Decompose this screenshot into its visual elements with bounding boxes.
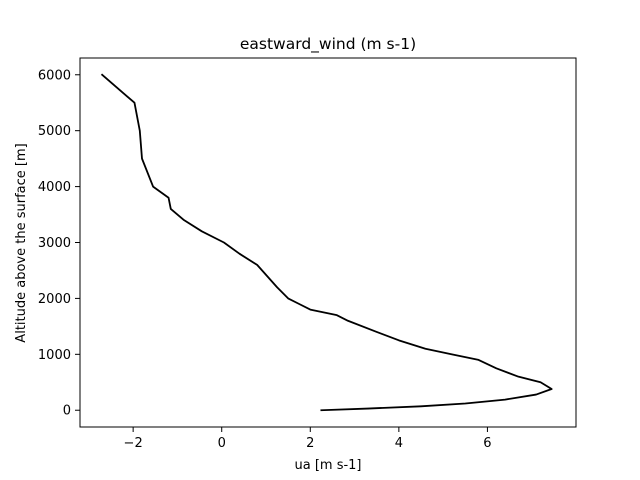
- x-axis-ticks: −2 0 2 4 6: [124, 427, 492, 451]
- y-tick-label: 3000: [38, 236, 71, 251]
- plot-area: [80, 58, 576, 427]
- x-tick-label: 6: [483, 436, 491, 451]
- y-tick-label: 2000: [38, 292, 71, 307]
- chart-title: eastward_wind (m s-1): [240, 35, 416, 54]
- y-tick-label: 6000: [38, 68, 71, 83]
- x-axis-label: ua [m s-1]: [294, 458, 361, 473]
- y-axis-label: Altitude above the surface [m]: [14, 143, 29, 342]
- series-layer: [100, 73, 553, 412]
- x-tick-label: 0: [218, 436, 226, 451]
- x-tick-label: −2: [124, 436, 143, 451]
- y-tick-label: 1000: [38, 348, 71, 363]
- series-line: [100, 73, 553, 412]
- x-tick-label: 2: [306, 436, 314, 451]
- y-tick-label: 0: [63, 404, 71, 419]
- y-tick-label: 5000: [38, 124, 71, 139]
- x-tick-label: 4: [395, 436, 403, 451]
- y-axis-ticks: 0 1000 2000 3000 4000 5000 6000: [38, 68, 80, 419]
- y-tick-label: 4000: [38, 180, 71, 195]
- plot-frame: [79, 57, 577, 428]
